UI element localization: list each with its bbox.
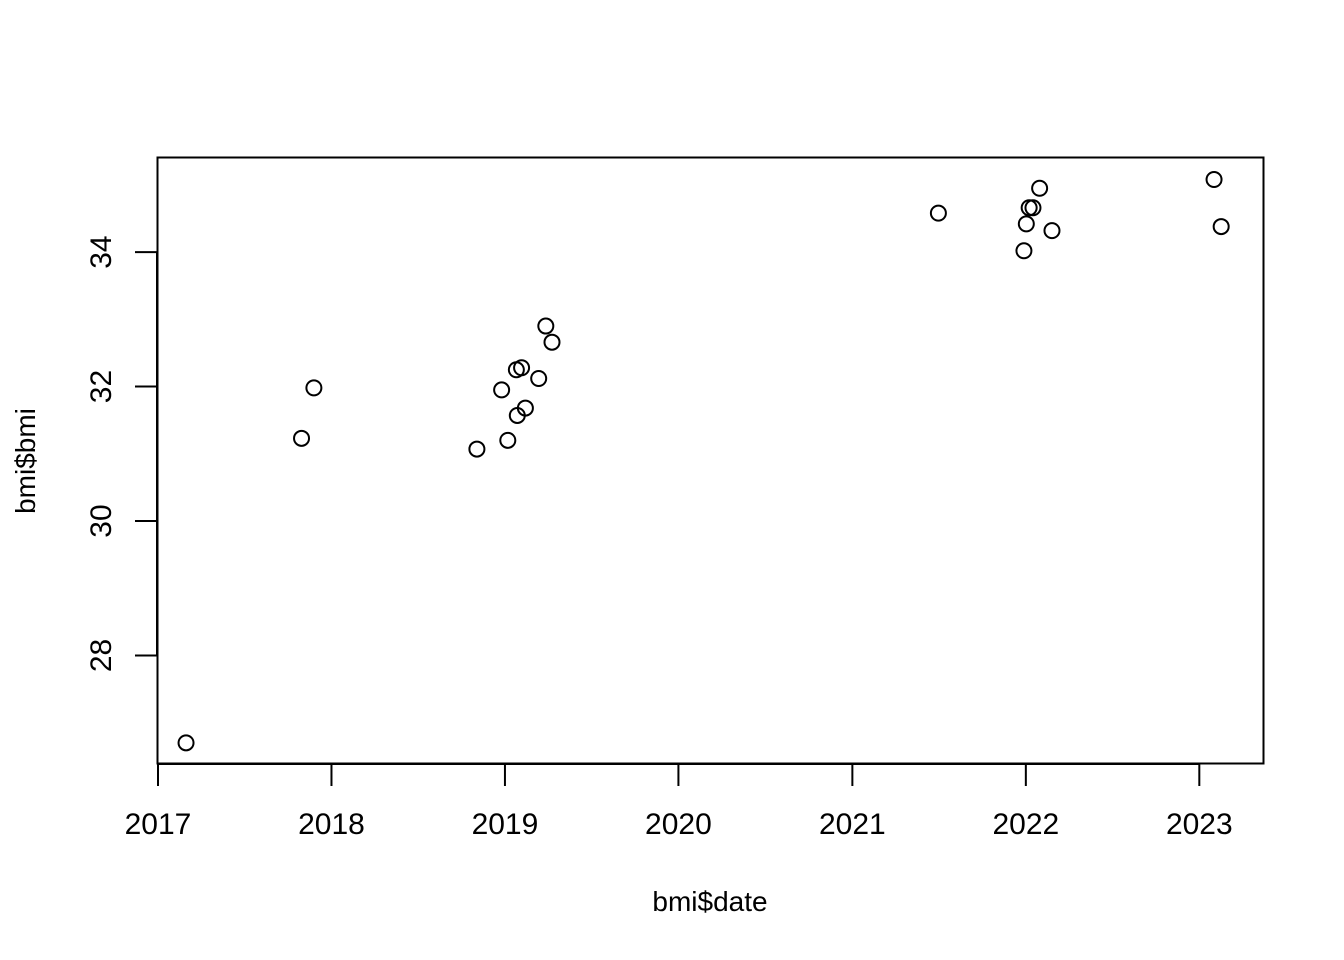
x-tick-label: 2022 xyxy=(992,808,1059,841)
data-point xyxy=(1017,215,1035,233)
data-point xyxy=(177,734,195,752)
data-point xyxy=(1212,218,1230,236)
x-tick-label: 2017 xyxy=(125,808,192,841)
data-point xyxy=(929,204,947,222)
y-axis: 28 30 32 34 xyxy=(85,235,158,672)
x-tick-label: 2021 xyxy=(819,808,886,841)
data-point xyxy=(1020,199,1038,217)
data-point xyxy=(1031,179,1049,197)
data-point xyxy=(499,431,517,449)
x-axis-label: bmi$date xyxy=(652,886,767,917)
data-point xyxy=(468,440,486,458)
y-tick-label: 34 xyxy=(85,235,118,268)
data-points xyxy=(177,171,1230,752)
data-point xyxy=(543,333,561,351)
x-tick-label: 2019 xyxy=(472,808,539,841)
data-point xyxy=(537,317,555,335)
y-axis-label: bmi$bmi xyxy=(10,408,41,514)
y-tick-label: 28 xyxy=(85,639,118,672)
data-point xyxy=(1015,242,1033,260)
data-point xyxy=(293,429,311,447)
x-tick-label: 2023 xyxy=(1166,808,1233,841)
y-tick-label: 32 xyxy=(85,370,118,403)
data-point xyxy=(305,379,323,397)
y-tick-label: 30 xyxy=(85,504,118,537)
x-axis: 2017 2018 2019 2020 2021 2022 2023 xyxy=(125,763,1233,841)
x-tick-label: 2020 xyxy=(645,808,712,841)
x-tick-label: 2018 xyxy=(298,808,365,841)
data-point xyxy=(1024,199,1042,217)
data-point xyxy=(513,359,531,377)
data-point xyxy=(493,381,511,399)
data-point xyxy=(1043,222,1061,240)
data-point xyxy=(1205,171,1223,189)
data-point xyxy=(530,369,548,387)
plot-frame xyxy=(156,156,1265,765)
data-point xyxy=(516,399,534,417)
